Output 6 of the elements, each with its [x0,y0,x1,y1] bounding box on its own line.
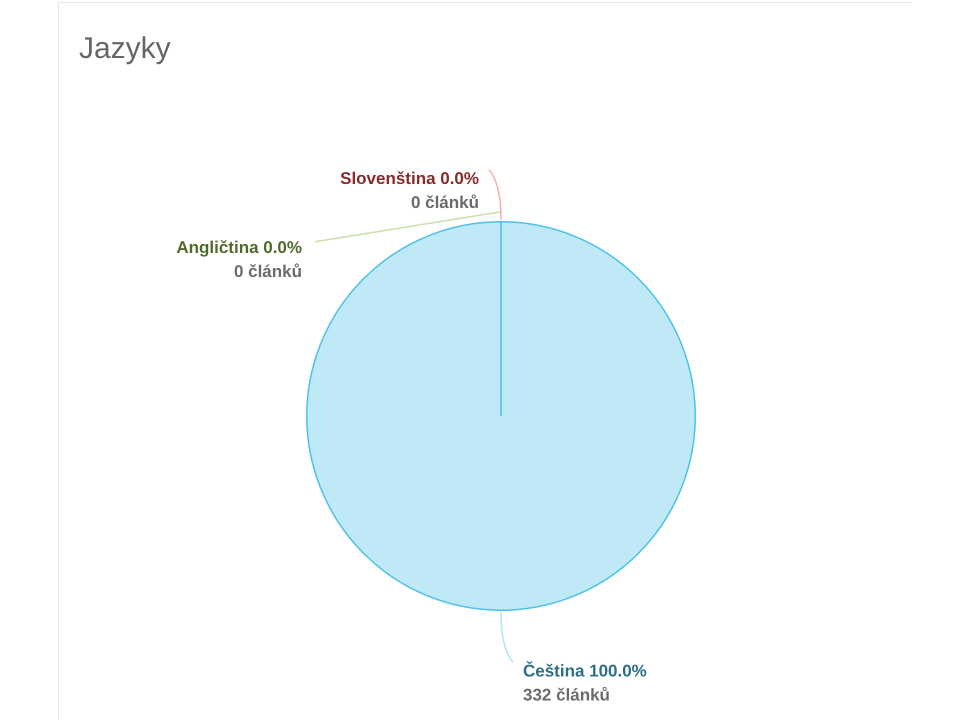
text: 0 článků [234,262,302,281]
text: 0 článků [410,192,479,212]
slice-label: Čeština 100.0% 332 článků [523,660,647,704]
category-label: Angličtina 0.0% [176,238,302,257]
category-label: Slovenština 0.0% [340,168,479,188]
chart-title: Jazyky [79,32,171,66]
